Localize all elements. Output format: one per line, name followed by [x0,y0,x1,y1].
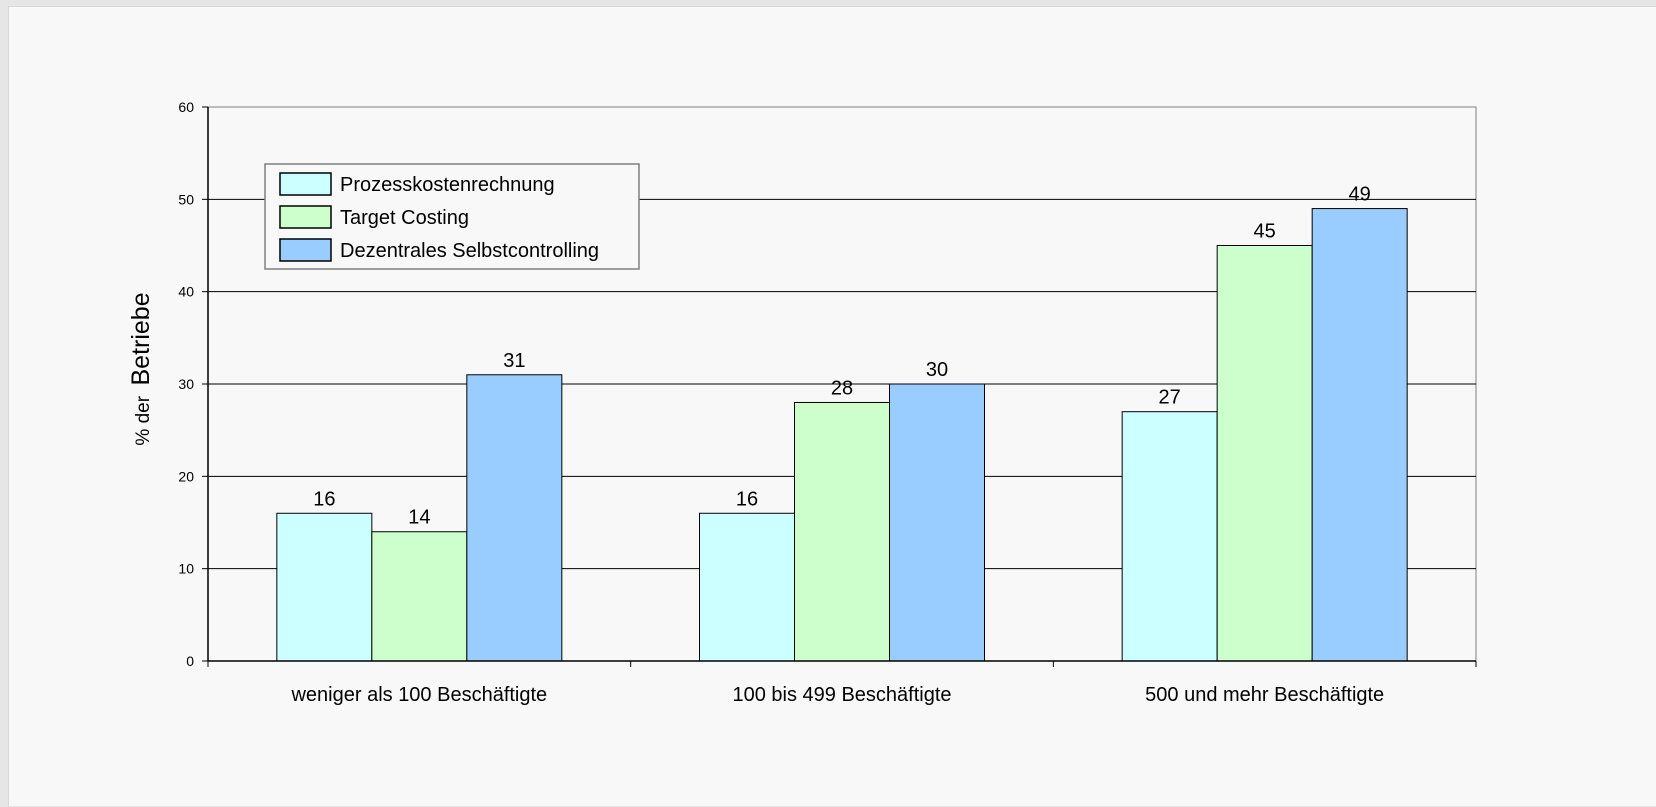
data-label: 31 [503,350,525,372]
x-category-label: 500 und mehr Beschäftigte [1145,684,1384,706]
y-tick-label: 50 [178,191,194,207]
bar [794,401,890,662]
x-category-label: weniger als 100 Beschäftigte [290,684,547,706]
y-axis-label-prefix: % der [133,395,154,445]
legend: Prozesskostenrechnung Target Costing Dezen… [264,163,640,270]
data-label: 45 [1254,221,1276,243]
data-label: 16 [313,488,335,510]
data-label: 14 [408,507,430,529]
data-label: 49 [1349,184,1371,206]
legend-label: Prozesskostenrechnung [340,174,555,196]
legend-label: Target Costing [340,207,469,229]
y-axis-label: % der Betriebe [127,292,155,445]
legend-swatch [279,172,332,196]
data-labels: 16 14 31 16 28 30 27 45 49 [313,184,1371,529]
y-tick-label: 0 [186,653,194,669]
x-category-label: 100 bis 499 Beschäftigte [732,684,951,706]
bar [466,374,563,662]
data-label: 30 [926,359,948,381]
bar [1216,245,1313,662]
legend-label: Dezentrales Selbstcontrolling [340,240,599,262]
bar-chart: 0 10 20 30 40 50 60 weniger als 100 Beschäftigt… [127,99,1477,706]
data-label: 16 [736,488,758,510]
y-tick-label: 40 [178,284,194,300]
bar [276,512,373,662]
y-tick-label: 60 [178,99,194,115]
y-tick-label: 30 [178,376,194,392]
bar [889,383,985,662]
bar [699,512,795,662]
chart-frame: 0 10 20 30 40 50 60 weniger als 100 Beschäftigt… [8,6,1656,806]
bar [1121,411,1218,662]
bar [1311,208,1408,662]
y-tick-label: 20 [178,468,194,484]
legend-swatch [279,205,332,229]
bars [276,208,1408,662]
bar [371,531,468,662]
legend-swatch [279,238,332,262]
y-tick-label: 10 [178,561,194,577]
axes: 0 10 20 30 40 50 60 weniger als 100 Beschäftigt… [178,99,1477,706]
data-label: 28 [831,377,853,399]
y-axis-label-main: Betriebe [127,292,155,385]
data-label: 27 [1159,387,1181,409]
